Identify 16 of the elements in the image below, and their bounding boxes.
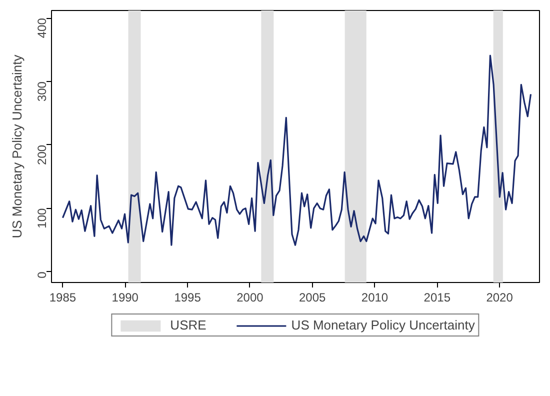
- x-tick-label: 1990: [112, 290, 139, 304]
- y-axis-title: US Monetary Policy Uncertainty: [10, 54, 24, 238]
- y-tick-label: 200: [35, 144, 49, 165]
- legend-label: USRE: [170, 318, 206, 332]
- x-tick-label: 2015: [424, 290, 451, 304]
- x-tick-label: 1985: [49, 290, 76, 304]
- x-tick-label: 2005: [299, 290, 326, 304]
- x-tick-label: 2000: [236, 290, 264, 304]
- y-tick-label: 400: [35, 18, 49, 38]
- legend-label: US Monetary Policy Uncertainty: [291, 318, 475, 332]
- x-tick-label: 2020: [486, 290, 514, 304]
- y-tick-label: 0: [35, 271, 49, 278]
- y-tick-label: 300: [35, 81, 49, 102]
- x-tick-label: 2010: [361, 290, 388, 304]
- y-tick-label: 100: [35, 208, 49, 228]
- x-tick-label: 1995: [174, 290, 202, 304]
